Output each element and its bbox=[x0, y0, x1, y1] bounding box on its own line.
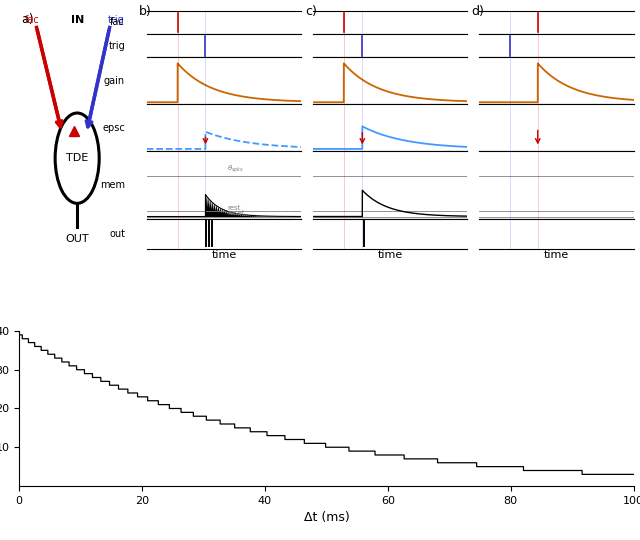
Text: out: out bbox=[109, 228, 125, 239]
X-axis label: time: time bbox=[378, 250, 403, 260]
Circle shape bbox=[55, 113, 99, 204]
Text: gain: gain bbox=[104, 76, 125, 86]
X-axis label: time: time bbox=[544, 250, 569, 260]
X-axis label: Δt (ms): Δt (ms) bbox=[303, 511, 349, 524]
Text: epsc: epsc bbox=[102, 123, 125, 132]
Text: mem: mem bbox=[100, 180, 125, 190]
Text: b): b) bbox=[139, 5, 152, 18]
Text: TDE: TDE bbox=[66, 153, 88, 163]
Text: reset: reset bbox=[227, 210, 244, 216]
Text: fac: fac bbox=[24, 15, 39, 25]
Text: trig: trig bbox=[108, 41, 125, 51]
Text: OUT: OUT bbox=[65, 234, 89, 244]
Text: IN: IN bbox=[70, 15, 84, 25]
Text: $\theta_{spks}$: $\theta_{spks}$ bbox=[227, 164, 244, 175]
Text: trig: trig bbox=[108, 15, 125, 25]
Text: d): d) bbox=[471, 5, 484, 18]
Text: rest: rest bbox=[227, 205, 241, 211]
Text: fac: fac bbox=[110, 17, 125, 28]
Text: a): a) bbox=[22, 13, 34, 26]
X-axis label: time: time bbox=[211, 250, 237, 260]
Text: c): c) bbox=[305, 5, 317, 18]
